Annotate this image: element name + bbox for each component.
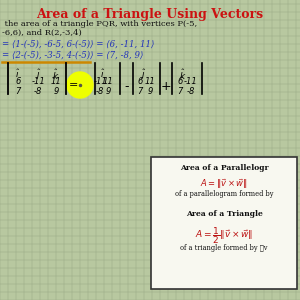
Text: -11: -11 bbox=[31, 77, 45, 86]
Text: +: + bbox=[161, 80, 171, 93]
Text: =: = bbox=[68, 80, 78, 90]
Text: 6: 6 bbox=[137, 77, 143, 86]
Text: 11: 11 bbox=[145, 77, 155, 86]
Text: -11: -11 bbox=[184, 77, 198, 86]
Text: of a parallelogram formed by: of a parallelogram formed by bbox=[175, 190, 273, 198]
Text: -8: -8 bbox=[187, 87, 195, 96]
Text: $\hat{k}$: $\hat{k}$ bbox=[52, 67, 60, 82]
Text: $\hat{\jmath}$: $\hat{\jmath}$ bbox=[35, 67, 41, 82]
Text: $\hat{\jmath}$: $\hat{\jmath}$ bbox=[140, 67, 146, 82]
Text: Area of a Triangle Using Vectors: Area of a Triangle Using Vectors bbox=[36, 8, 264, 21]
Circle shape bbox=[67, 72, 93, 98]
Text: 7: 7 bbox=[177, 87, 183, 96]
Text: $\hat{k}$: $\hat{k}$ bbox=[179, 67, 187, 82]
Text: $A = \|\vec{v} \times \vec{w}\|$: $A = \|\vec{v} \times \vec{w}\|$ bbox=[200, 177, 248, 191]
Text: 6: 6 bbox=[177, 77, 183, 86]
Text: 7: 7 bbox=[137, 87, 143, 96]
Text: 6: 6 bbox=[15, 77, 21, 86]
Text: = ⟨1-(-5), -6-5, 6-(-5)⟩ = ⟨6, -11, 11⟩: = ⟨1-(-5), -6-5, 6-(-5)⟩ = ⟨6, -11, 11⟩ bbox=[2, 40, 154, 49]
Text: the area of a triangle PQR, with vertices P(-5,: the area of a triangle PQR, with vertice… bbox=[2, 20, 197, 28]
Text: = ⟨2-(-5), -3-5, 4-(-5)⟩ = ⟨7, -8, 9⟩: = ⟨2-(-5), -3-5, 4-(-5)⟩ = ⟨7, -8, 9⟩ bbox=[2, 51, 143, 60]
Text: -8: -8 bbox=[34, 87, 42, 96]
Text: 7: 7 bbox=[15, 87, 21, 96]
Text: 11: 11 bbox=[103, 77, 113, 86]
Text: Area of a Parallelogr: Area of a Parallelogr bbox=[180, 164, 268, 172]
Text: 9: 9 bbox=[147, 87, 153, 96]
FancyBboxPatch shape bbox=[151, 157, 297, 289]
Text: Area of a Triangle: Area of a Triangle bbox=[186, 210, 262, 218]
Text: $\hat{\imath}$: $\hat{\imath}$ bbox=[100, 67, 106, 80]
Text: 9: 9 bbox=[53, 87, 59, 96]
Text: $A = \dfrac{1}{2}\|\vec{v} \times \vec{w}\|$: $A = \dfrac{1}{2}\|\vec{v} \times \vec{w… bbox=[195, 225, 253, 246]
Text: -8: -8 bbox=[96, 87, 104, 96]
Text: -: - bbox=[125, 80, 129, 93]
Text: -6,6), and R(2,-3,4): -6,6), and R(2,-3,4) bbox=[2, 29, 82, 37]
Text: of a triangle formed by ⃗v: of a triangle formed by ⃗v bbox=[180, 244, 268, 252]
Text: 9: 9 bbox=[105, 87, 111, 96]
Text: $\hat{\imath}$: $\hat{\imath}$ bbox=[15, 67, 21, 80]
Text: 11: 11 bbox=[51, 77, 62, 86]
Text: -11: -11 bbox=[93, 77, 107, 86]
